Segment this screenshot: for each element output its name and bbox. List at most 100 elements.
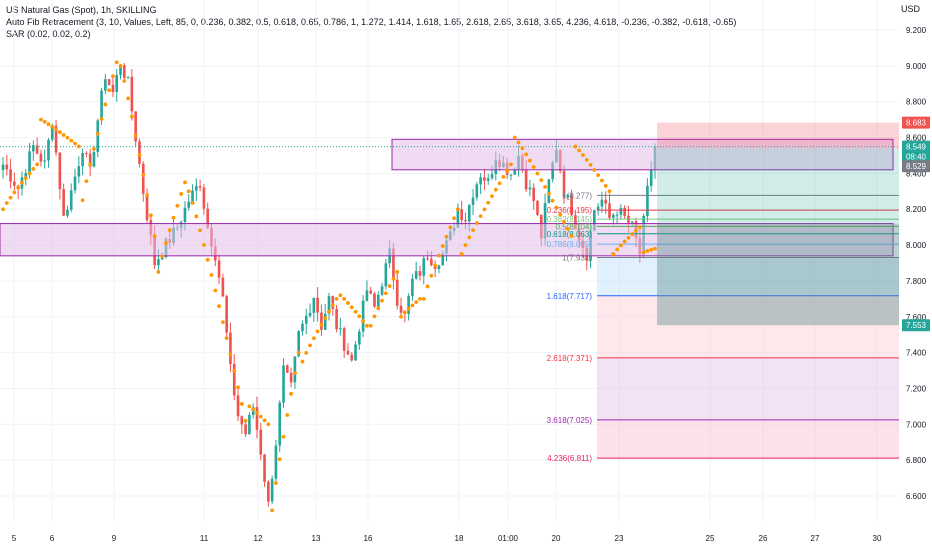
sar-dot (387, 284, 392, 288)
price-tag-label: 8.529 (906, 162, 927, 171)
sar-dot (611, 252, 616, 256)
fib-level-label: 0.5(8.104) (556, 222, 593, 231)
candle-body (5, 164, 9, 170)
candle-body (373, 293, 376, 307)
candle-body (1, 164, 5, 170)
sar-dot (418, 296, 422, 301)
sar-dot (114, 60, 119, 65)
fib-level-label: 2.618(7.371) (547, 354, 593, 363)
sar-dot (653, 246, 657, 251)
sar-dot (145, 193, 149, 197)
position-stop-area[interactable] (657, 148, 899, 326)
candle-body (547, 179, 551, 204)
fib-level-label: 4.236(6.811) (547, 454, 592, 463)
time-axis-label: 6 (50, 534, 55, 543)
sar-dot (569, 234, 574, 239)
sar-dot (46, 122, 51, 127)
candle-body (32, 145, 35, 152)
supply-demand-zone[interactable] (391, 138, 894, 171)
sar-dot (414, 300, 419, 305)
candle-body (483, 177, 486, 181)
sar-dot (342, 296, 347, 301)
price-tag (902, 140, 930, 153)
candle-body (327, 296, 331, 314)
sar-dot (509, 162, 513, 167)
position-target-area[interactable] (657, 122, 899, 149)
price-axis-label: 8.400 (906, 169, 927, 178)
sar-dot (179, 192, 184, 196)
legend-symbol[interactable]: US Natural Gas (Spot), 1h, SKILLING (6, 5, 157, 15)
candle-body (130, 76, 134, 112)
sar-dot (183, 180, 187, 185)
sar-dot (243, 418, 248, 423)
sar-dot (505, 168, 510, 173)
time-axis-label: 12 (254, 534, 263, 543)
sar-dot (160, 254, 165, 259)
sar-dot (255, 411, 259, 415)
fib-band (597, 357, 899, 420)
supply-demand-zone[interactable] (0, 223, 894, 257)
legend-fib-indicator[interactable]: Auto Fib Retracement (3, 10, Values, Lef… (6, 17, 737, 27)
candle-body (596, 206, 600, 211)
sar-dot (490, 194, 494, 199)
candle-body (422, 258, 426, 276)
price-axis-label: 8.800 (906, 98, 927, 107)
candle-body (77, 166, 81, 177)
sar-dot (535, 171, 540, 176)
position-drawdown-area (657, 223, 899, 326)
sar-dot (12, 190, 17, 195)
time-axis-label: 5 (12, 534, 17, 543)
sar-dot (292, 371, 297, 375)
candle-body (297, 331, 300, 357)
sar-dot (319, 322, 324, 327)
candle-body (358, 331, 361, 345)
candle-body (475, 184, 479, 198)
price-axis-label: 7.000 (906, 420, 927, 429)
candle-body (471, 197, 475, 205)
sar-dot (194, 214, 199, 219)
candle-body (285, 365, 289, 373)
candle-body (528, 187, 532, 190)
sar-dot (433, 263, 438, 268)
sar-dot (61, 133, 66, 137)
legend-sar-indicator[interactable]: SAR (0.02, 0.02, 0.2) (6, 29, 91, 39)
sar-dot (459, 252, 464, 256)
sar-dot (42, 119, 47, 124)
sar-dot (118, 63, 123, 68)
sar-dot (137, 153, 142, 157)
sar-dot (338, 293, 343, 298)
sar-dot (148, 213, 153, 218)
sar-dot (528, 158, 532, 163)
sar-dot (80, 198, 85, 203)
price-tag (902, 160, 930, 173)
candle-body (376, 294, 380, 307)
sar-dot (637, 225, 642, 230)
sar-dot (361, 319, 366, 323)
candle-body (513, 170, 517, 175)
currency-label: USD (900, 4, 920, 14)
candle-body (570, 194, 573, 216)
candle-body (630, 221, 634, 223)
candle-body (229, 332, 232, 365)
candle-body (119, 65, 122, 76)
candle-body (289, 372, 293, 383)
sar-dot (440, 244, 445, 248)
sar-dot (603, 183, 608, 188)
sar-dot (365, 323, 369, 328)
candle-body (437, 265, 441, 269)
sar-dot (281, 434, 286, 439)
candle-body (456, 209, 460, 228)
candle-body (346, 350, 350, 355)
candle-body (240, 416, 244, 425)
sar-dot (493, 187, 498, 192)
time-axis-label: 27 (811, 534, 820, 543)
sar-dot (467, 235, 472, 240)
candle-body (623, 207, 626, 216)
sar-dot (596, 173, 601, 178)
sar-dot (84, 179, 89, 184)
candle-body (54, 125, 58, 153)
price-axis-label: 7.600 (906, 313, 927, 322)
candle-body (236, 395, 240, 417)
sar-dot (550, 198, 555, 203)
